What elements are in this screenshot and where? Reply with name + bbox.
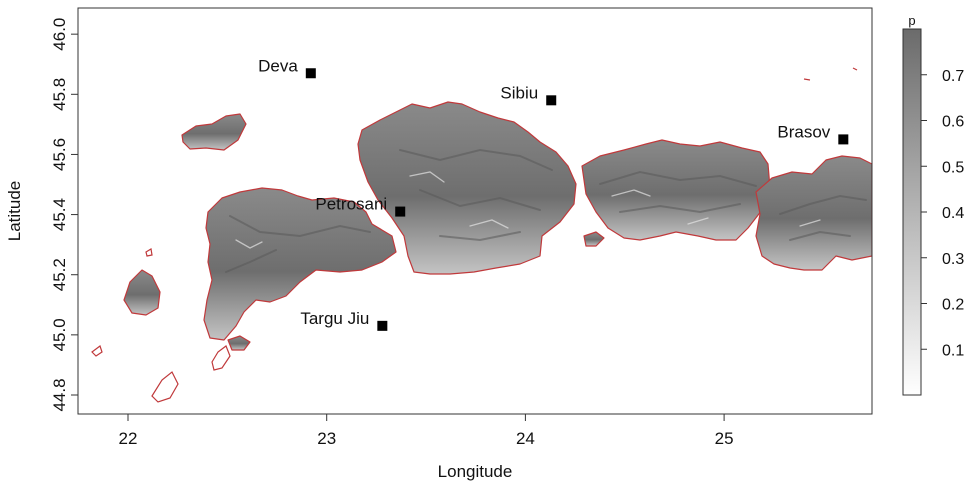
legend-tick-label: 0.5 <box>942 159 964 176</box>
legend-tick-label: 0.6 <box>942 114 964 131</box>
terrain-layer <box>91 67 872 403</box>
city-markers: Deva Sibiu Brasov Petrosani Targu Jiu <box>258 56 849 331</box>
y-tick-label: 46.0 <box>50 18 69 51</box>
y-tick-label: 45.4 <box>50 198 69 231</box>
x-tick-label: 24 <box>516 429 535 448</box>
y-tick-label: 45.2 <box>50 258 69 291</box>
legend-tick-label: 0.7 <box>942 68 964 85</box>
x-tick-label: 23 <box>317 429 336 448</box>
terrain-regions <box>123 101 872 351</box>
y-tick-label: 45.0 <box>50 318 69 351</box>
legend-tick-label: 0.2 <box>942 297 964 314</box>
y-axis-title: Latitude <box>5 181 24 242</box>
terrain-region-fagaras-west <box>357 101 577 275</box>
city-label: Targu Jiu <box>300 309 369 328</box>
x-tick-label: 22 <box>119 429 138 448</box>
terrain-highlights <box>235 171 821 249</box>
terrain-region-small-east <box>583 231 605 247</box>
legend-colorbar <box>902 28 922 396</box>
city-marker <box>838 134 849 145</box>
legend: p 0.1 0.2 0.3 0.4 0.5 0.6 0.7 <box>902 13 964 396</box>
y-tick-label: 44.8 <box>50 378 69 411</box>
terrain-region-small-south <box>227 335 251 351</box>
terrain-region-brasov <box>755 155 872 271</box>
terrain-region-fagaras-east <box>581 139 771 241</box>
x-axis-title: Longitude <box>438 462 513 481</box>
city-label: Sibiu <box>500 83 538 102</box>
terrain-region-far-west <box>123 269 161 316</box>
city-marker <box>377 320 388 331</box>
y-tick-label: 45.8 <box>50 78 69 111</box>
terrain-region-west-outlier <box>181 113 247 151</box>
terrain-ridges <box>225 148 867 273</box>
legend-tick-label: 0.4 <box>942 205 964 222</box>
x-tick-label: 25 <box>715 429 734 448</box>
city-label: Brasov <box>777 122 830 141</box>
plot-frame <box>77 7 873 415</box>
city-marker <box>395 206 406 217</box>
x-axis-ticks <box>127 414 725 421</box>
city-label: Deva <box>258 56 298 75</box>
terrain-outliers <box>91 67 858 403</box>
y-tick-label: 45.6 <box>50 138 69 171</box>
legend-tick-label: 0.1 <box>942 342 964 359</box>
terrain-region-retezat <box>203 187 397 341</box>
legend-ticks <box>921 74 927 350</box>
city-label: Petrosani <box>315 195 387 214</box>
axes: 22 23 24 25 44.8 45.0 45.2 45.4 45.6 45.… <box>5 7 873 481</box>
city-marker <box>305 68 316 79</box>
legend-title: p <box>908 13 915 28</box>
city-marker <box>546 95 557 106</box>
y-axis-ticks <box>71 33 78 396</box>
legend-tick-label: 0.3 <box>942 251 964 268</box>
